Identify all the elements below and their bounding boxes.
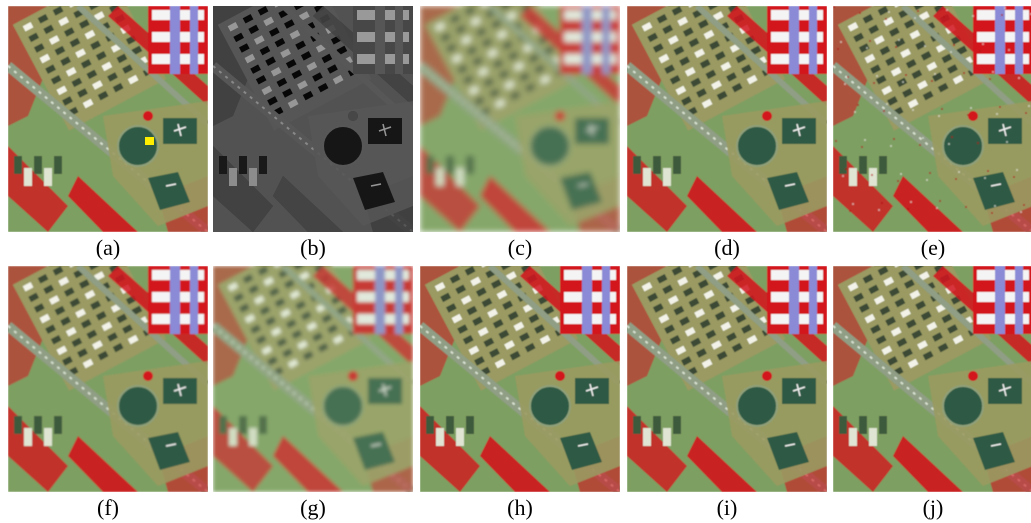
- panel-caption: (f): [8, 494, 208, 522]
- panel-caption: (a): [8, 234, 208, 262]
- panel-caption: (e): [833, 234, 1031, 262]
- panel-image: [627, 266, 827, 492]
- panel-image: [420, 6, 620, 232]
- panel-image: [627, 6, 827, 232]
- panel-caption: (h): [420, 494, 620, 522]
- panel-caption: (c): [420, 234, 620, 262]
- panel-image: [213, 266, 413, 492]
- panel-caption: (j): [833, 494, 1031, 522]
- panel-image: [213, 6, 413, 232]
- panel-image: [833, 6, 1031, 232]
- panel-image: [420, 266, 620, 492]
- panel-caption: (d): [627, 234, 827, 262]
- panel-image: [8, 6, 208, 232]
- panel-caption: (i): [627, 494, 827, 522]
- panel-caption: (b): [213, 234, 413, 262]
- panel-caption: (g): [213, 494, 413, 522]
- panel-image: [833, 266, 1031, 492]
- panel-image: [8, 266, 208, 492]
